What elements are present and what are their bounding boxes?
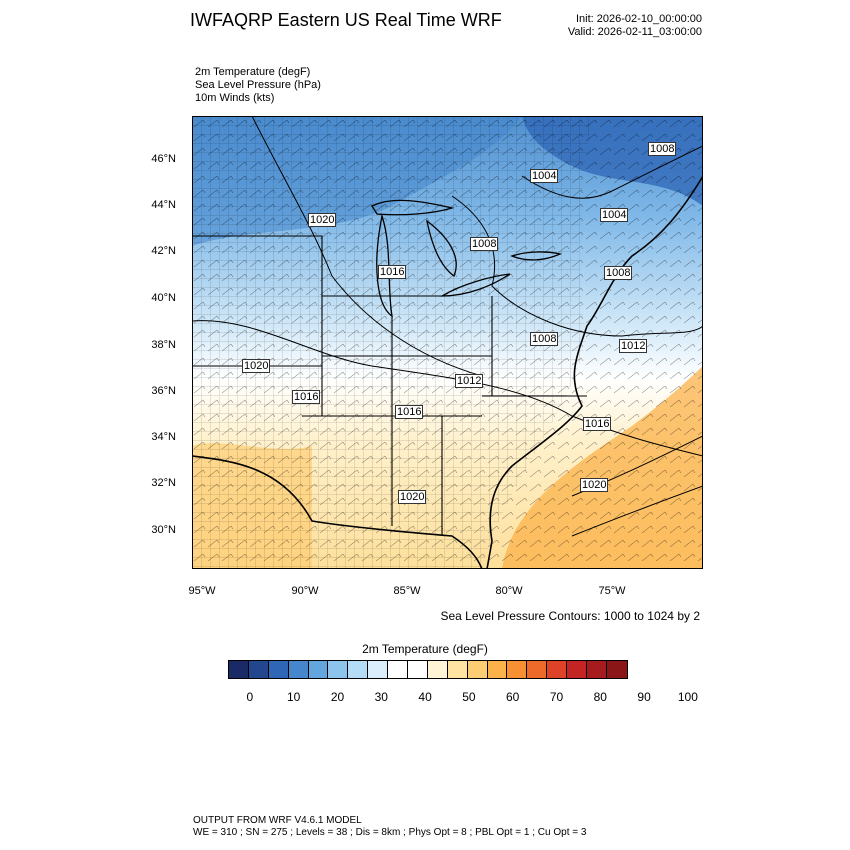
isobar-label: 1004 (530, 169, 559, 183)
lat-label: 34°N (151, 431, 176, 443)
colorbar-swatch (447, 661, 468, 678)
colorbar-tick-label: 80 (593, 690, 607, 704)
isobar-label: 1008 (470, 237, 499, 251)
lat-label: 32°N (151, 477, 176, 489)
lake-superior (371, 199, 455, 216)
lake-ontario (510, 251, 563, 261)
colorbar-tick-label: 90 (637, 690, 651, 704)
init-time: Init: 2026-02-10_00:00:00 (576, 13, 702, 25)
valid-time: Valid: 2026-02-11_03:00:00 (567, 26, 702, 38)
field-winds: 10m Winds (kts) (195, 92, 275, 104)
footer-model: OUTPUT FROM WRF V4.6.1 MODEL (193, 815, 362, 826)
isobar-label: 1008 (530, 332, 559, 346)
isobar-label: 1016 (395, 405, 424, 419)
lake-huron (426, 219, 457, 278)
isobar-label: 1012 (455, 374, 484, 388)
isobar-label: 1008 (648, 142, 677, 156)
lon-label: 75°W (598, 585, 626, 597)
colorbar-tick-label: 30 (374, 690, 388, 704)
run-times: Init: 2026-02-10_00:00:00 Valid: 2026-02… (568, 13, 702, 39)
isobar-label: 1016 (292, 390, 321, 404)
isobar-label: 1020 (398, 490, 427, 504)
colorbar-swatch (348, 661, 369, 678)
colorbar-swatch (229, 661, 249, 678)
lat-label: 46°N (151, 153, 176, 165)
lat-label: 30°N (151, 524, 176, 536)
colorbar-tick-label: 40 (418, 690, 432, 704)
field-temperature: 2m Temperature (degF) (195, 66, 311, 78)
isobar (521, 145, 703, 199)
colorbar-swatch (467, 661, 488, 678)
isobar (571, 485, 703, 537)
colorbar-swatch (368, 661, 389, 678)
colorbar-swatch (268, 661, 289, 678)
colorbar-swatch (248, 661, 269, 678)
lon-label: 80°W (495, 585, 523, 597)
contour-note: Sea Level Pressure Contours: 1000 to 102… (440, 609, 701, 623)
colorbar-tick-label: 50 (462, 690, 476, 704)
isobar-label: 1012 (619, 339, 648, 353)
colorbar-tick-label: 100 (677, 690, 698, 704)
footer-config: WE = 310 ; SN = 275 ; Levels = 38 ; Dis … (193, 827, 587, 838)
colorbar-swatch (567, 661, 588, 678)
lat-label: 42°N (151, 245, 176, 257)
lon-label: 90°W (291, 585, 319, 597)
lat-label: 40°N (151, 292, 176, 304)
colorbar-swatch (288, 661, 309, 678)
wind-barbs (192, 116, 703, 569)
colorbar-tick-label: 70 (549, 690, 564, 704)
colorbar-title: 2m Temperature (degF) (362, 642, 488, 656)
model-footer: OUTPUT FROM WRF V4.6.1 MODEL WE = 310 ; … (193, 815, 586, 839)
field-pressure: Sea Level Pressure (hPa) (195, 79, 321, 91)
isobar-label: 1004 (600, 208, 629, 222)
lat-label: 36°N (151, 385, 176, 397)
colorbar-tick-label: 60 (506, 690, 520, 704)
colorbar-swatch (388, 661, 409, 678)
colorbar-swatch (606, 661, 627, 678)
colorbar-swatch (587, 661, 607, 678)
colorbar (228, 660, 628, 679)
colorbar-tick-label: 0 (246, 690, 254, 704)
isobar-label: 1020 (242, 359, 271, 373)
colorbar-swatch (547, 661, 568, 678)
map-title: IWFAQRP Eastern US Real Time WRF (190, 10, 502, 30)
colorbar-tick-label: 20 (330, 690, 345, 704)
isobar-label: 1008 (604, 266, 633, 280)
lat-label: 44°N (151, 199, 176, 211)
isobar (251, 116, 483, 377)
isobar-label: 1020 (308, 213, 337, 227)
colorbar-swatch (487, 661, 508, 678)
isobar-label: 1016 (583, 417, 612, 431)
gulf-coastline (192, 455, 483, 569)
weather-map (192, 116, 703, 569)
colorbar-tick-label: 10 (287, 690, 301, 704)
colorbar-swatch (427, 661, 448, 678)
lon-label: 85°W (393, 585, 421, 597)
isobar-label: 1016 (378, 265, 407, 279)
lon-label: 95°W (188, 585, 216, 597)
field-list: 2m Temperature (degF) Sea Level Pressure… (195, 66, 321, 105)
isobar (451, 195, 703, 337)
colorbar-swatch (507, 661, 528, 678)
lat-label: 38°N (151, 339, 176, 351)
colorbar-swatch (328, 661, 349, 678)
colorbar-swatch (527, 661, 548, 678)
lake-erie (439, 273, 511, 297)
colorbar-swatch (408, 661, 428, 678)
isobar-label: 1020 (580, 478, 609, 492)
atlantic-coastline (486, 175, 703, 569)
map-frame (192, 116, 703, 569)
colorbar-swatch (308, 661, 329, 678)
